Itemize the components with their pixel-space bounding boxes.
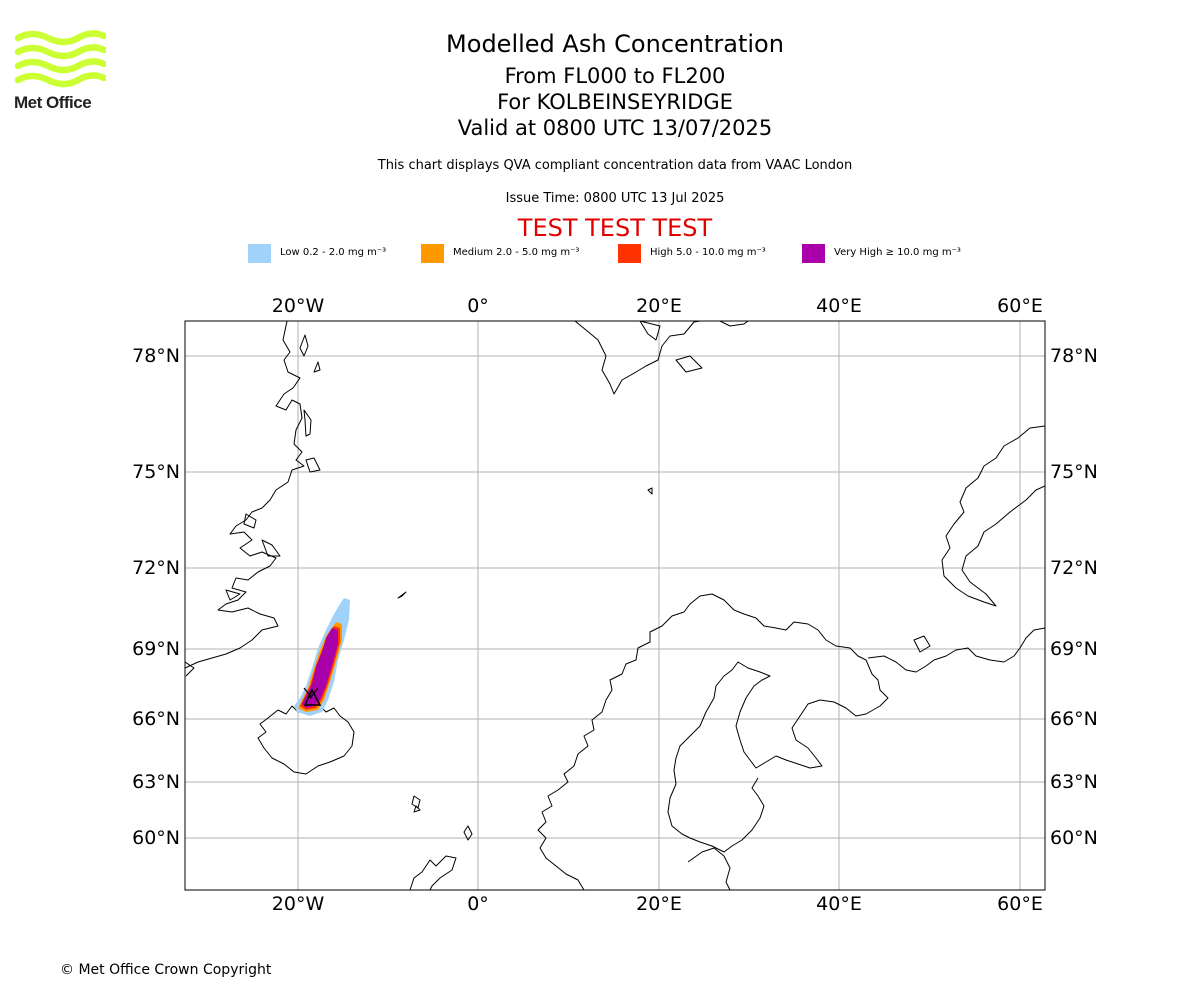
met-office-waves-icon <box>14 30 108 88</box>
svalbard-coast <box>574 321 701 395</box>
novaya-zemlya-coast <box>941 425 1045 607</box>
lon-label-top: 20°W <box>272 295 325 317</box>
lon-label-top: 20°E <box>636 295 682 317</box>
lat-labels-right: 78°N 75°N 72°N 69°N 66°N 63°N 60°N <box>1050 345 1098 849</box>
lon-labels-bottom: 20°W 0° 20°E 40°E 60°E <box>272 893 1043 915</box>
valid-time: Valid at 0800 UTC 13/07/2025 <box>457 116 773 140</box>
map-frame <box>184 320 1046 891</box>
lat-label-left: 75°N <box>132 461 180 483</box>
compliance-note: This chart displays QVA compliant concen… <box>377 158 853 173</box>
scandinavia-coast <box>537 593 889 890</box>
lat-label-right: 60°N <box>1050 827 1098 849</box>
legend-label-high: High 5.0 - 10.0 mg m⁻³ <box>650 247 766 258</box>
lat-label-left: 69°N <box>132 638 180 660</box>
lat-label-right: 66°N <box>1050 708 1098 730</box>
issue-time: Issue Time: 0800 UTC 13 Jul 2025 <box>505 191 725 206</box>
lat-label-right: 72°N <box>1050 557 1098 579</box>
lon-label-bottom: 20°W <box>272 893 325 915</box>
lon-label-bottom: 60°E <box>997 893 1043 915</box>
ash-plume-very-high <box>302 628 338 708</box>
lon-label-bottom: 20°E <box>636 893 682 915</box>
lat-label-right: 78°N <box>1050 345 1098 367</box>
legend-swatch-high <box>618 244 641 263</box>
met-office-logo: Met Office <box>14 30 108 113</box>
lat-label-left: 78°N <box>132 345 180 367</box>
volcano-name: For KOLBEINSEYRIDGE <box>497 90 733 114</box>
lon-label-bottom: 40°E <box>816 893 862 915</box>
test-banner: TEST TEST TEST <box>517 214 713 242</box>
legend-swatch-very-high <box>802 244 825 263</box>
coastlines <box>185 321 1045 890</box>
map-gridlines <box>185 321 1045 890</box>
lat-label-left: 63°N <box>132 771 180 793</box>
chart-title: Modelled Ash Concentration <box>446 30 784 58</box>
volcano-triangle-icon <box>303 687 322 706</box>
legend-swatch-low <box>248 244 271 263</box>
lon-label-top: 40°E <box>816 295 862 317</box>
lon-label-bottom: 0° <box>467 893 489 915</box>
lat-label-left: 72°N <box>132 557 180 579</box>
lat-label-right: 63°N <box>1050 771 1098 793</box>
lat-label-right: 69°N <box>1050 638 1098 660</box>
legend-label-very-high: Very High ≥ 10.0 mg m⁻³ <box>834 247 961 258</box>
legend-swatch-medium <box>421 244 444 263</box>
lon-label-top: 0° <box>467 295 489 317</box>
ash-plume <box>294 598 350 716</box>
lat-label-left: 60°N <box>132 827 180 849</box>
lon-label-top: 60°E <box>997 295 1043 317</box>
legend-label-low: Low 0.2 - 2.0 mg m⁻³ <box>280 247 387 258</box>
lat-label-right: 75°N <box>1050 461 1098 483</box>
met-office-logo-text: Met Office <box>14 93 92 112</box>
lat-label-left: 66°N <box>132 708 180 730</box>
greenland-coast <box>185 321 305 669</box>
lat-labels-left: 78°N 75°N 72°N 69°N 66°N 63°N 60°N <box>132 345 180 849</box>
lon-labels-top: 20°W 0° 20°E 40°E 60°E <box>272 295 1043 317</box>
legend-label-medium: Medium 2.0 - 5.0 mg m⁻³ <box>453 247 580 258</box>
flight-level-range: From FL000 to FL200 <box>504 64 726 88</box>
copyright-notice: © Met Office Crown Copyright <box>60 962 272 978</box>
